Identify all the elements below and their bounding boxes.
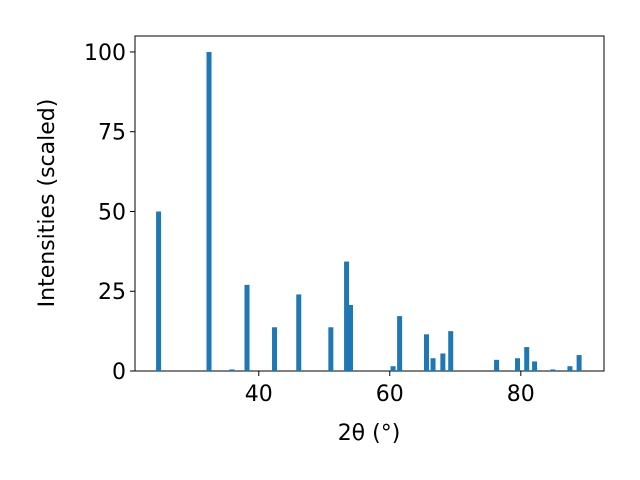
bar [272,327,278,371]
x-tick-label: 40 [245,382,273,407]
x-tick-label: 80 [507,382,535,407]
y-tick-label: 25 [98,280,126,305]
bar [206,51,212,371]
bar [397,316,403,371]
y-tick-label: 50 [98,200,126,225]
bar [550,369,556,371]
bar [532,361,538,371]
bar [423,334,429,371]
y-tick-label: 75 [98,121,126,146]
bar [244,284,250,371]
bar [515,358,521,371]
bar [448,331,454,371]
x-tick-label: 60 [376,382,404,407]
y-tick-label: 100 [84,41,126,66]
bar [229,369,235,371]
plot-frame [134,35,605,372]
bar [156,211,162,371]
bar [296,294,302,371]
bar [328,327,334,371]
bar [576,355,582,371]
bar [430,358,436,371]
y-axis-label: Intensities (scaled) [35,99,60,308]
bar [494,359,500,371]
bar [567,366,573,371]
bar [524,347,530,371]
bar [344,261,350,371]
x-axis-label: 2θ (°) [338,421,401,446]
bar [390,366,396,371]
bar [348,304,354,371]
y-tick-label: 0 [112,360,126,385]
bar [440,353,446,371]
